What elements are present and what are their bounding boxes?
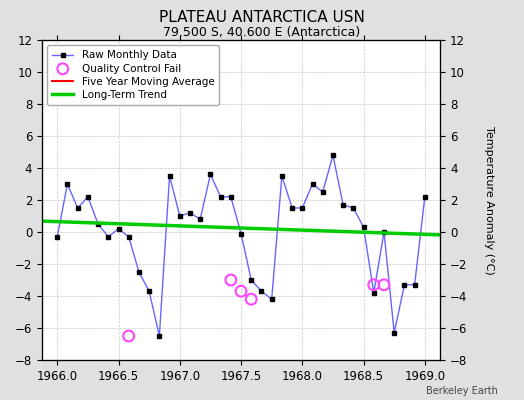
- Raw Monthly Data: [197, 217, 203, 222]
- Raw Monthly Data: [340, 202, 346, 207]
- Raw Monthly Data: [248, 278, 254, 282]
- Raw Monthly Data: [177, 214, 183, 218]
- Raw Monthly Data: [381, 230, 387, 234]
- Text: PLATEAU ANTARCTICA USN: PLATEAU ANTARCTICA USN: [159, 10, 365, 25]
- Raw Monthly Data: [370, 290, 377, 295]
- Raw Monthly Data: [54, 234, 60, 239]
- Text: 79.500 S, 40.600 E (Antarctica): 79.500 S, 40.600 E (Antarctica): [163, 26, 361, 39]
- Raw Monthly Data: [391, 330, 397, 335]
- Raw Monthly Data: [320, 190, 326, 194]
- Raw Monthly Data: [268, 297, 275, 302]
- Raw Monthly Data: [411, 282, 418, 287]
- Quality Control Fail: [237, 288, 245, 294]
- Raw Monthly Data: [309, 182, 315, 186]
- Text: Berkeley Earth: Berkeley Earth: [426, 386, 498, 396]
- Raw Monthly Data: [258, 289, 265, 294]
- Raw Monthly Data: [85, 194, 91, 199]
- Raw Monthly Data: [156, 334, 162, 338]
- Quality Control Fail: [247, 296, 255, 302]
- Raw Monthly Data: [361, 225, 367, 230]
- Raw Monthly Data: [95, 222, 101, 226]
- Raw Monthly Data: [187, 210, 193, 215]
- Quality Control Fail: [125, 333, 133, 339]
- Raw Monthly Data: [217, 194, 224, 199]
- Quality Control Fail: [380, 282, 388, 288]
- Raw Monthly Data: [289, 206, 295, 210]
- Raw Monthly Data: [146, 289, 152, 294]
- Raw Monthly Data: [401, 282, 408, 287]
- Raw Monthly Data: [422, 194, 428, 199]
- Raw Monthly Data: [136, 270, 142, 274]
- Raw Monthly Data: [64, 182, 71, 186]
- Raw Monthly Data: [74, 206, 81, 210]
- Raw Monthly Data: [228, 194, 234, 199]
- Raw Monthly Data: [167, 174, 173, 178]
- Quality Control Fail: [227, 277, 235, 283]
- Raw Monthly Data: [208, 172, 214, 177]
- Raw Monthly Data: [105, 234, 112, 239]
- Raw Monthly Data: [330, 153, 336, 158]
- Quality Control Fail: [369, 282, 378, 288]
- Raw Monthly Data: [115, 226, 122, 231]
- Legend: Raw Monthly Data, Quality Control Fail, Five Year Moving Average, Long-Term Tren: Raw Monthly Data, Quality Control Fail, …: [47, 45, 220, 105]
- Raw Monthly Data: [279, 174, 285, 178]
- Raw Monthly Data: [350, 206, 356, 210]
- Line: Raw Monthly Data: Raw Monthly Data: [55, 153, 427, 338]
- Raw Monthly Data: [126, 234, 132, 239]
- Raw Monthly Data: [299, 206, 305, 210]
- Y-axis label: Temperature Anomaly (°C): Temperature Anomaly (°C): [484, 126, 494, 274]
- Raw Monthly Data: [238, 231, 244, 236]
